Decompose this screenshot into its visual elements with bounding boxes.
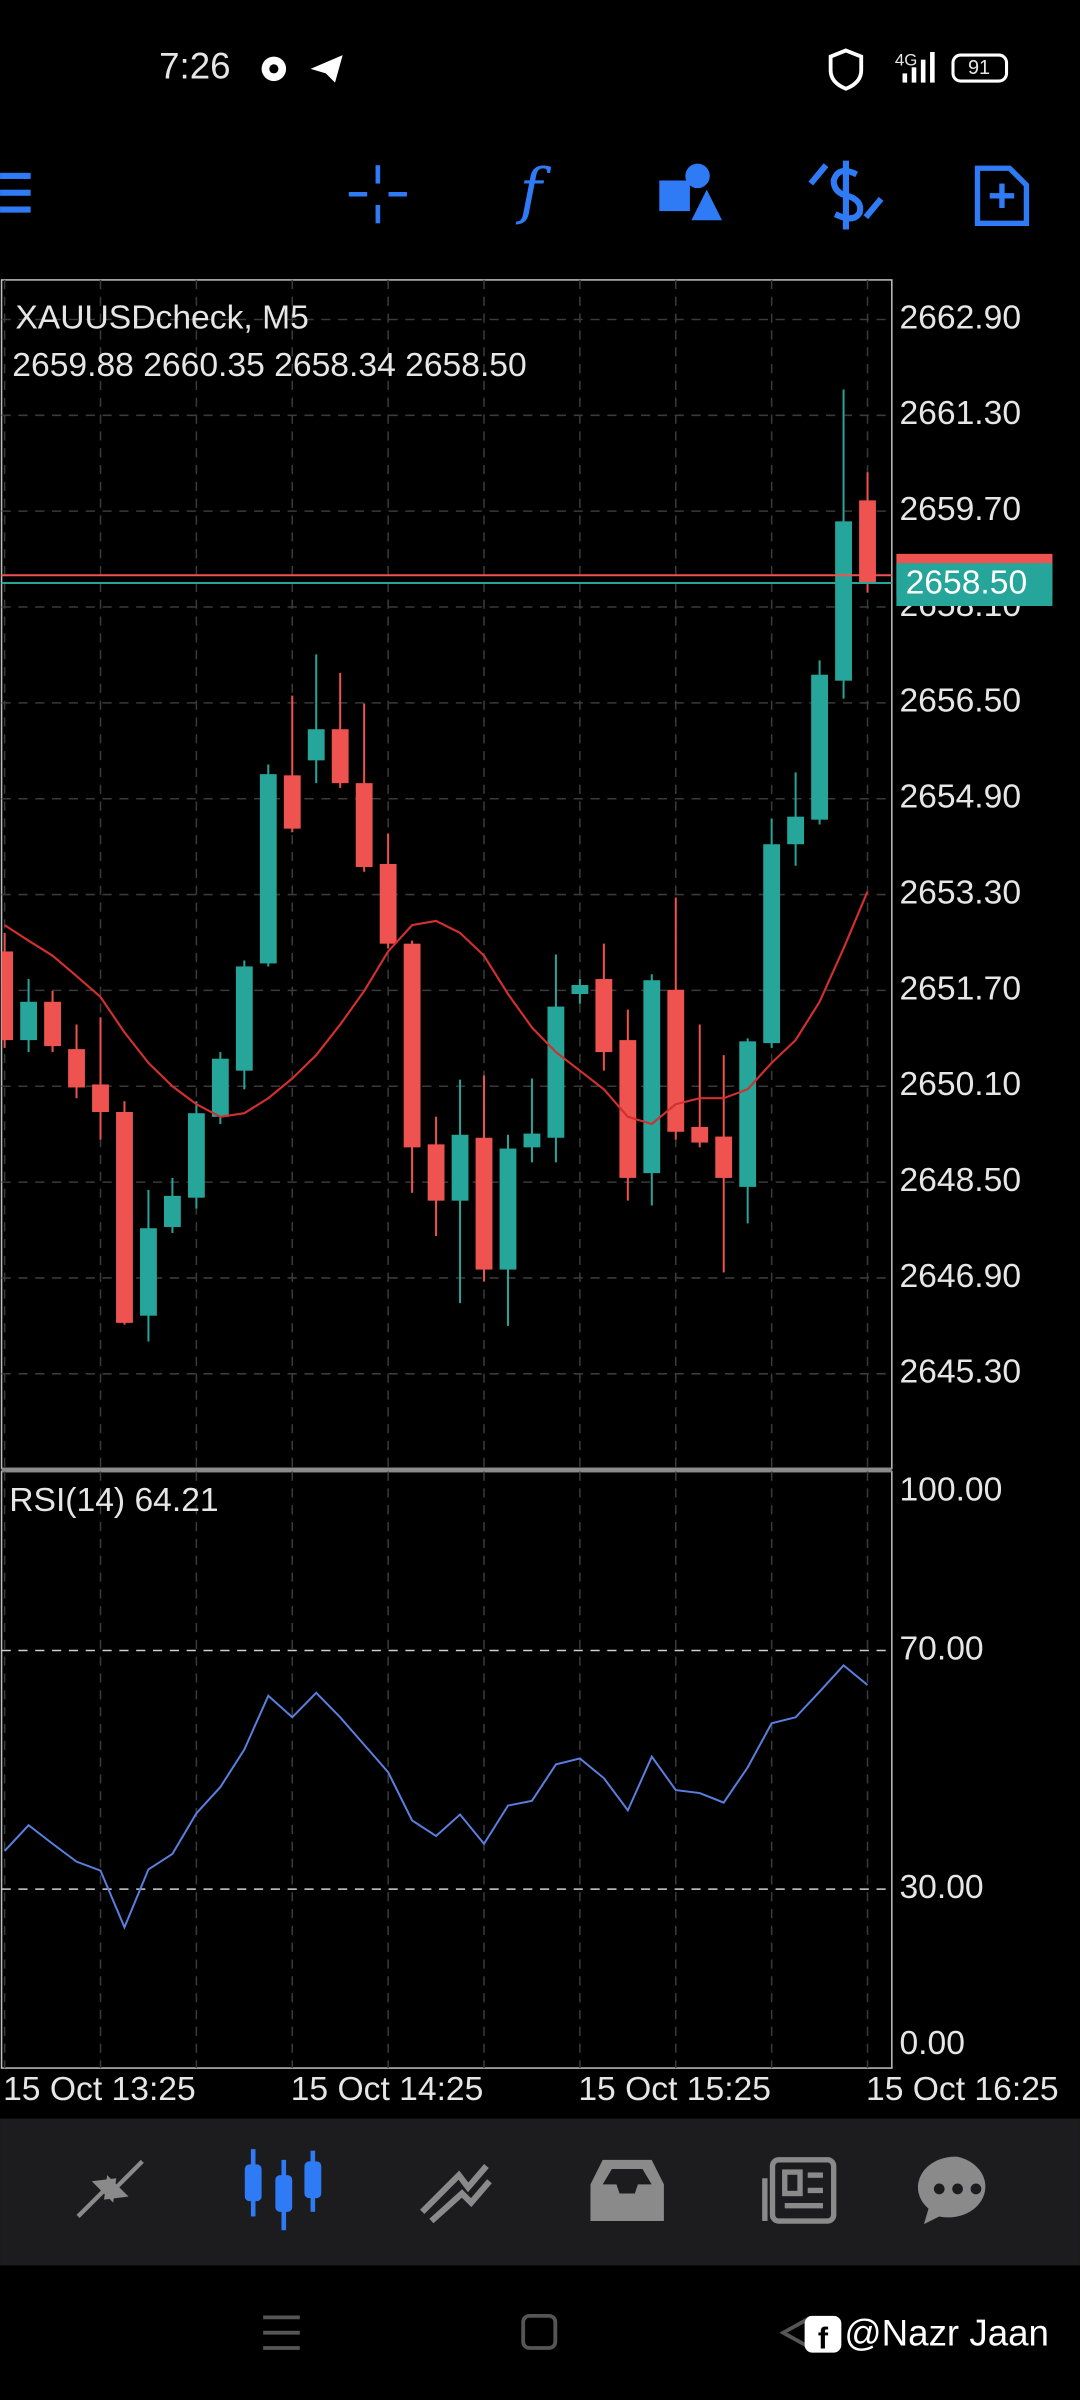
candle-body [379,864,397,944]
candle-body [187,1113,205,1198]
candle-body [164,1195,181,1228]
battery-level: 91 [968,57,990,79]
history-tab[interactable] [590,2159,664,2222]
facebook-icon [804,2315,842,2353]
watermark: @Nazr Jaan [844,2312,1049,2353]
ohlc-text: 2659.88 2660.35 2658.34 2658.50 [12,347,526,384]
trade-tab[interactable] [420,2163,492,2224]
y-tick-label: 2653.30 [899,874,1021,911]
status-time: 7:26 [159,46,230,87]
y-tick-label: 2651.70 [899,970,1021,1007]
candle-body [811,674,829,820]
candle-body [116,1112,133,1323]
x-tick-label: 15 Oct 13:25 [3,2071,196,2108]
x-tick-label: 15 Oct 14:25 [291,2071,484,2108]
candle-body [691,1126,709,1143]
y-tick-label: 2650.10 [899,1066,1021,1103]
signal-icon [902,52,935,83]
candle-body [739,1041,757,1187]
y-tick-label: 70.00 [899,1630,983,1667]
candle-body [835,521,852,681]
symbol-title: XAUUSDcheck, M5 [15,300,309,337]
trade-button[interactable] [808,160,884,230]
candle-body [859,500,876,584]
y-tick-label: 2656.50 [899,683,1021,720]
y-tick-label: 2648.50 [899,1162,1021,1199]
candle-body [667,989,685,1132]
bid-label: 2658.50 [906,564,1028,601]
objects-button[interactable] [659,163,723,221]
y-tick-label: 2645.30 [899,1354,1021,1391]
y-tick-label: 2662.90 [899,299,1021,336]
candle-body [20,1001,38,1041]
candle-body [44,1001,61,1047]
candle-body [619,1040,637,1178]
y-tick-label: 0.00 [899,2025,964,2062]
candles [1,389,876,1342]
rsi-title: RSI(14) 64.21 [9,1482,218,1519]
chat-tab[interactable] [917,2156,986,2225]
y-tick-label: 100.00 [899,1471,1002,1508]
facebook-letter: f [818,2321,829,2355]
candle-body [283,775,301,829]
quotes-tab[interactable] [76,2159,144,2218]
candle-body [92,1084,109,1113]
candle-body [475,1137,493,1270]
candle-body [331,729,349,784]
x-tick-label: 15 Oct 16:25 [866,2071,1059,2108]
candle-body [451,1134,469,1201]
candle-body [571,985,589,994]
candle-body [427,1144,445,1201]
candle-body [235,966,253,1071]
bottom-nav [0,2118,1080,2266]
network-type: 4G [895,51,917,70]
y-tick-label: 2659.70 [899,491,1021,528]
candle-body [595,979,613,1053]
candle-body [1,951,14,1041]
chart-tab[interactable] [244,2149,322,2231]
moving-average [4,891,869,1126]
system-home[interactable] [521,2313,558,2350]
candle-body [787,816,805,845]
candle-body [715,1136,733,1178]
y-tick-label: 30.00 [899,1869,983,1906]
candle-body [140,1228,157,1316]
system-back[interactable] [779,2315,812,2350]
candle-body [499,1148,517,1270]
telegram-icon [310,55,343,83]
battery-icon [951,53,1009,83]
crosshair-button[interactable] [348,165,407,224]
rsi-line [3,1664,869,1930]
news-tab[interactable] [762,2157,837,2224]
candle-body [643,980,661,1174]
candle-body [211,1058,229,1117]
shield-icon [828,48,864,91]
candle-body [259,774,277,964]
settings-icon [261,56,287,82]
x-tick-label: 15 Oct 15:25 [578,2071,771,2108]
candle-body [355,783,373,867]
new-order-button[interactable] [974,165,1030,227]
menu-button[interactable] [0,172,31,213]
y-tick-label: 2654.90 [899,779,1021,816]
plot: 2662.902661.302659.702658.102656.502654.… [1,279,1059,2108]
y-tick-label: 2646.90 [899,1258,1021,1295]
candle-body [307,729,325,761]
candle-body [763,844,781,1044]
candle-body [68,1049,85,1088]
y-tick-label: 2661.30 [899,395,1021,432]
candle-body [523,1133,541,1148]
candle-body [403,943,421,1148]
system-menu[interactable] [263,2315,300,2350]
bid-box [896,563,1053,606]
candle-body [547,1006,565,1138]
